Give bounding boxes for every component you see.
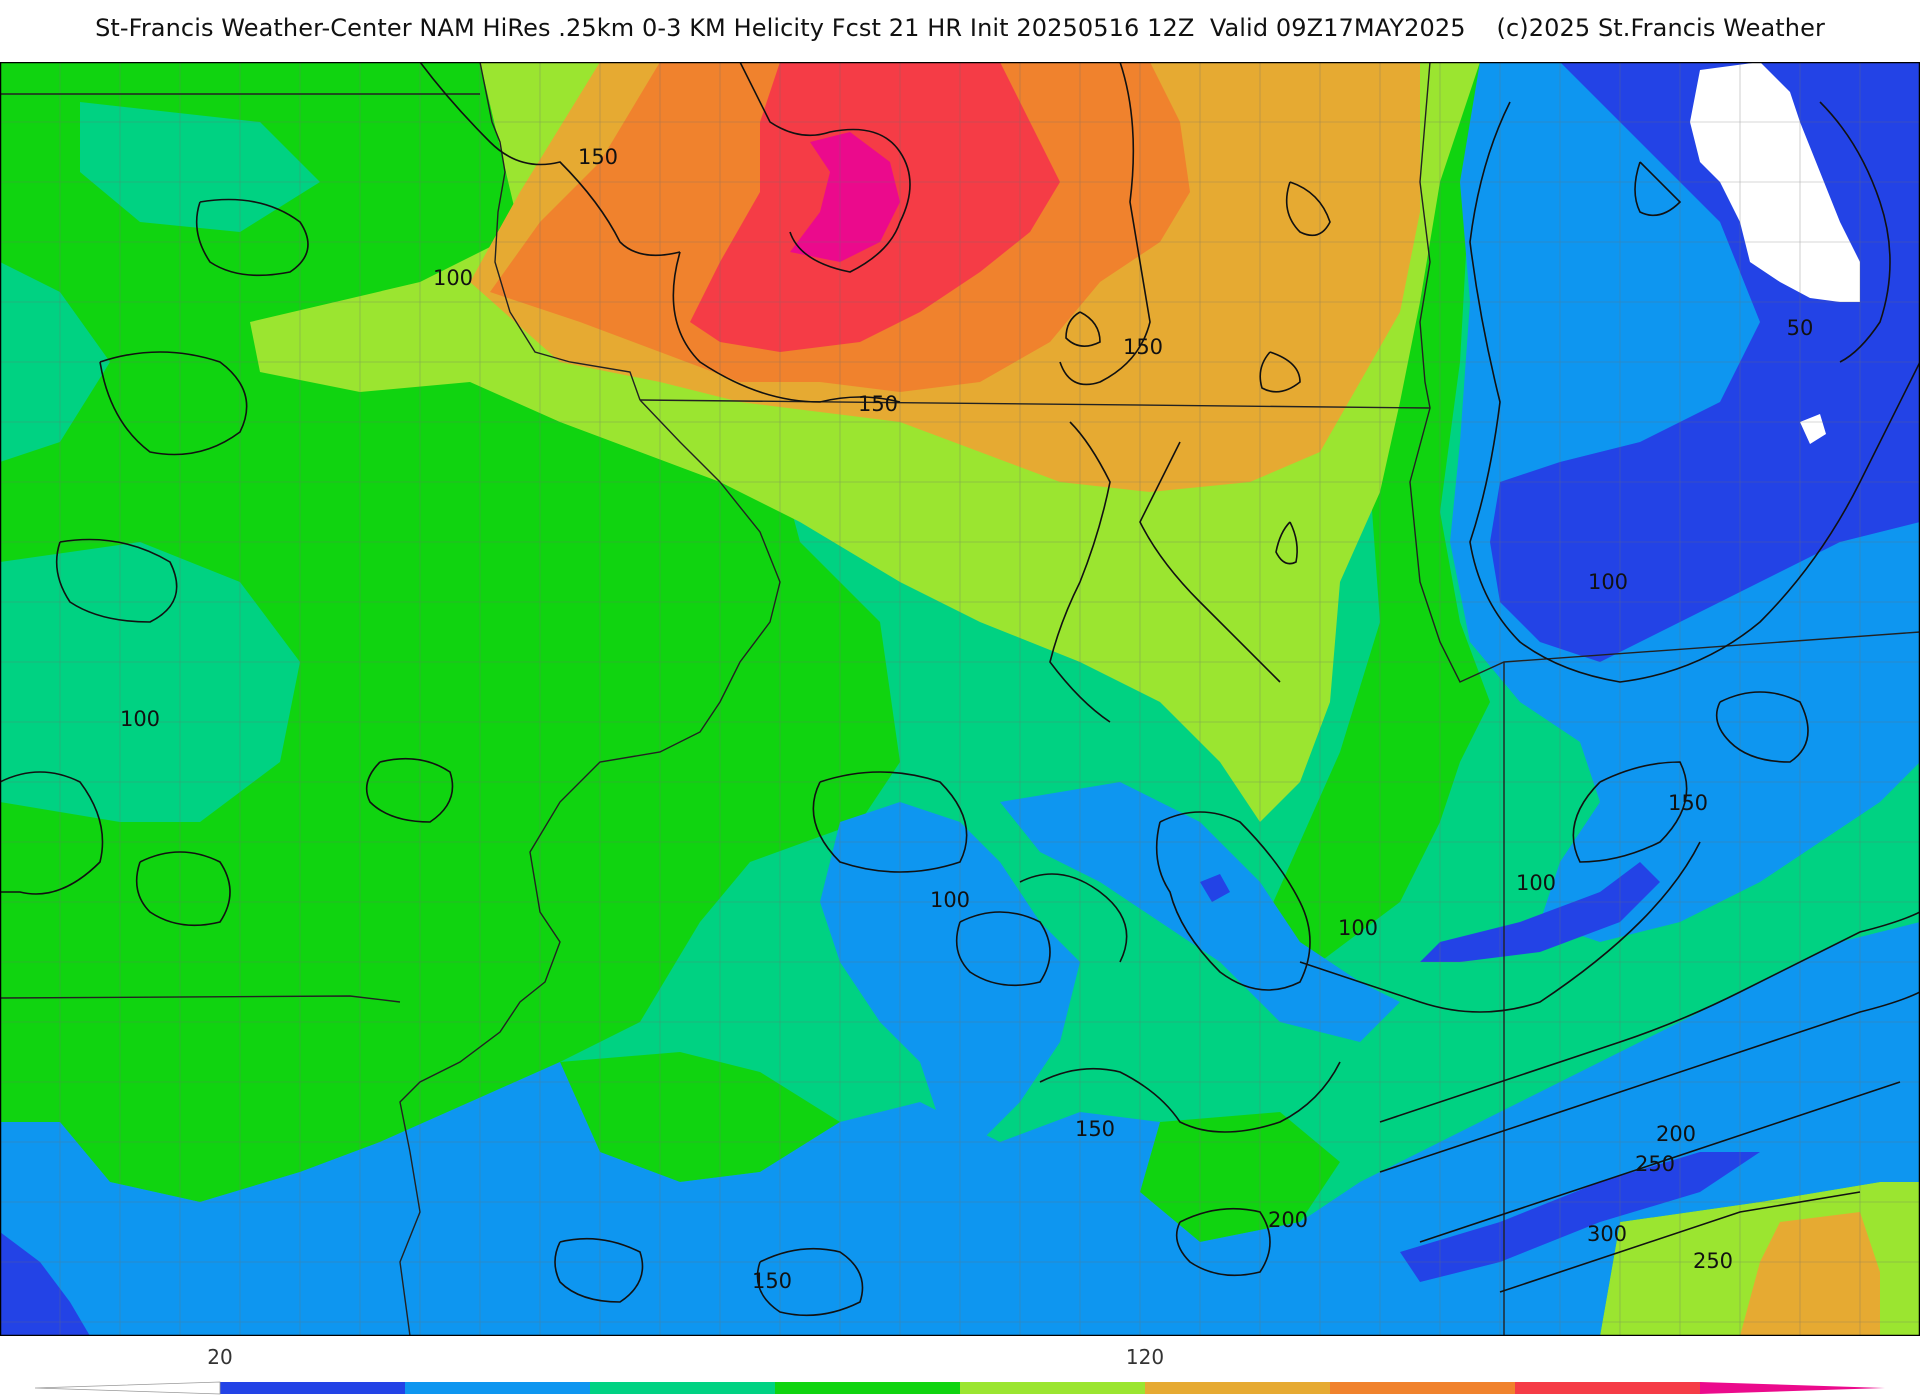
field-green-southeast bbox=[1140, 1112, 1340, 1242]
contour-label: 150 bbox=[1123, 335, 1163, 359]
colorbar-bin-green bbox=[775, 1382, 960, 1394]
map-title: St-Francis Weather-Center NAM HiRes .25k… bbox=[95, 14, 1825, 42]
state-borders bbox=[0, 62, 1920, 1336]
contour-label: 150 bbox=[578, 145, 618, 169]
field-blue-mid bbox=[820, 802, 1080, 1142]
field-gold-se bbox=[1740, 1212, 1880, 1336]
contour-label: 100 bbox=[120, 707, 160, 731]
contour-label: 100 bbox=[1588, 570, 1628, 594]
contour-label: 100 bbox=[930, 888, 970, 912]
colorbar-tick-label: 20 bbox=[207, 1345, 232, 1369]
colorbar: 20 120 bbox=[34, 1345, 1885, 1395]
contour-label: 250 bbox=[1635, 1152, 1675, 1176]
county-lines bbox=[0, 62, 1920, 1336]
contour-label: 150 bbox=[858, 392, 898, 416]
colorbar-right-arrow bbox=[1700, 1382, 1885, 1394]
helicity-map: 150 100 150 150 50 100 100 150 100 100 1… bbox=[0, 62, 1920, 1336]
field-white-ne-small bbox=[1800, 414, 1826, 444]
field-teal-west-patch3 bbox=[80, 102, 320, 232]
colorbar-bins bbox=[220, 1382, 1700, 1394]
colorbar-bin-teal bbox=[590, 1382, 775, 1394]
field-blue-dark-band bbox=[1420, 862, 1660, 962]
contour-label: 150 bbox=[1075, 1117, 1115, 1141]
field-teal-west-patch2 bbox=[0, 542, 300, 822]
field-green-east bbox=[1260, 62, 1490, 962]
contour-label: 50 bbox=[1787, 316, 1814, 340]
colorbar-left-arrow bbox=[34, 1381, 221, 1395]
contour-label: 100 bbox=[433, 266, 473, 290]
helicity-contours bbox=[0, 62, 1920, 1317]
colorbar-bin-red bbox=[1515, 1382, 1700, 1394]
contour-label: 150 bbox=[752, 1269, 792, 1293]
field-blue-darkmid bbox=[1200, 874, 1230, 902]
colorbar-bin-blue bbox=[405, 1382, 590, 1394]
contour-label: 200 bbox=[1268, 1208, 1308, 1232]
colorbar-bin-blue_dark bbox=[220, 1382, 405, 1394]
field-magenta bbox=[790, 132, 900, 262]
field-green-south bbox=[560, 1052, 840, 1182]
colorbar-bin-lime bbox=[960, 1382, 1145, 1394]
contour-label: 150 bbox=[1668, 791, 1708, 815]
colorbar-bin-gold bbox=[1145, 1382, 1330, 1394]
field-blue-dark-se bbox=[1400, 1152, 1760, 1282]
colorbar-tick-label: 120 bbox=[1126, 1345, 1164, 1369]
contour-label: 200 bbox=[1656, 1122, 1696, 1146]
contour-label: 100 bbox=[1516, 871, 1556, 895]
contour-label: 100 bbox=[1338, 916, 1378, 940]
contour-label: 300 bbox=[1587, 1222, 1627, 1246]
contour-labels: 150 100 150 150 50 100 100 150 100 100 1… bbox=[120, 145, 1813, 1293]
colorbar-bin-orange bbox=[1330, 1382, 1515, 1394]
contour-label: 250 bbox=[1693, 1249, 1733, 1273]
field-blue-dark-sw bbox=[0, 1232, 90, 1336]
